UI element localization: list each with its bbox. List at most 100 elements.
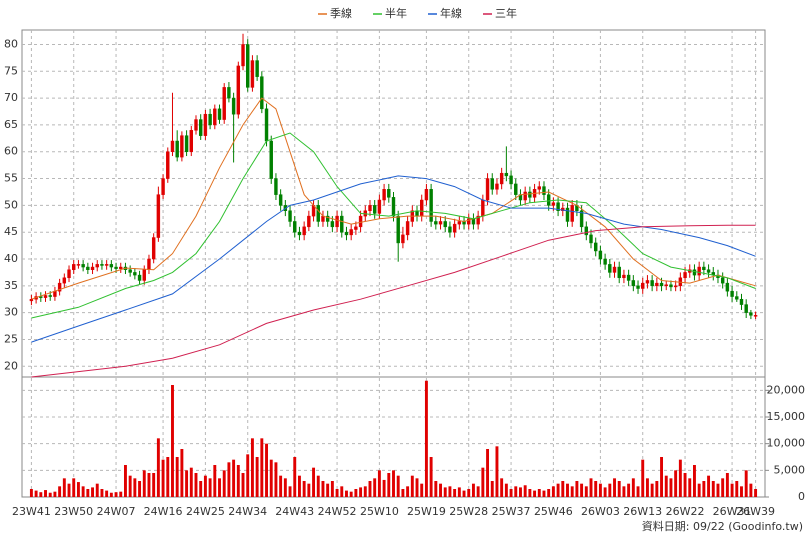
volume-bar	[721, 478, 725, 497]
volume-bar	[283, 478, 287, 497]
volume-bar	[387, 473, 391, 497]
candle-body	[443, 221, 447, 228]
candle-body	[231, 97, 236, 115]
volume-bar	[514, 486, 518, 497]
x-tick-label: 24W34	[228, 505, 267, 518]
candle-body	[189, 130, 193, 152]
y-tick-label: 45	[4, 225, 18, 238]
volume-bar	[401, 489, 405, 497]
candle-body	[697, 266, 701, 276]
volume-bar	[471, 483, 475, 497]
candle-body	[151, 237, 156, 260]
volume-bar	[500, 478, 504, 497]
volume-bar	[580, 483, 584, 497]
y-tick-label: 40	[4, 252, 18, 265]
candle-body	[481, 199, 485, 217]
volume-bar	[354, 489, 358, 497]
volume-bar	[641, 459, 645, 497]
volume-bar	[316, 475, 320, 497]
volume-bar	[410, 475, 414, 497]
candle-body	[396, 215, 400, 244]
volume-bar	[467, 489, 471, 497]
candle-body	[166, 151, 170, 179]
volume-bar	[95, 483, 99, 497]
volume-bar	[693, 465, 696, 497]
candle-body	[528, 191, 532, 198]
x-tick-label: 25W10	[360, 505, 399, 518]
volume-bar	[232, 459, 236, 497]
volume-bar	[631, 478, 635, 497]
volume-bar	[716, 483, 720, 497]
candle-body	[735, 296, 739, 300]
volume-bar	[424, 380, 428, 497]
volume-bar	[420, 483, 424, 497]
volume-bar	[725, 473, 729, 497]
candle-body	[297, 231, 302, 236]
candle-body	[739, 298, 744, 305]
volume-bar	[349, 491, 353, 497]
candle-body	[542, 186, 546, 195]
candle-body	[537, 186, 541, 190]
candle-body	[90, 266, 95, 270]
volume-bar	[288, 486, 292, 497]
candle-body	[29, 298, 34, 302]
candle-body	[551, 202, 556, 206]
candle-body	[612, 266, 617, 273]
candle-body	[184, 135, 189, 152]
volume-bar	[754, 489, 758, 497]
candle-body	[429, 189, 433, 222]
candle-body	[95, 264, 99, 268]
volume-bar	[227, 462, 231, 497]
volume-bar	[335, 489, 339, 497]
candle-body	[673, 285, 678, 288]
candle-body	[514, 183, 518, 195]
candle-body	[753, 315, 758, 317]
volume-bar	[570, 486, 574, 497]
volume-bar	[161, 459, 165, 497]
ma-line	[31, 175, 756, 343]
volume-bar	[561, 481, 565, 497]
candle-body	[81, 264, 85, 268]
volume-bar	[62, 478, 66, 497]
candle-body	[269, 140, 273, 179]
volume-bar	[542, 490, 546, 497]
volume-bar	[128, 475, 132, 497]
candle-body	[720, 277, 725, 284]
candle-body	[523, 191, 527, 201]
volume-bar	[142, 470, 146, 497]
candle-body	[147, 258, 151, 270]
volume-bar	[448, 486, 452, 497]
volume-bar	[660, 457, 664, 497]
legend-label: 半年	[385, 6, 407, 20]
candle-body	[203, 113, 208, 136]
candle-body	[669, 284, 673, 288]
volume-bar	[608, 483, 612, 497]
volume-bar	[265, 443, 268, 497]
candle-body	[579, 210, 584, 228]
volume-bar	[171, 385, 174, 497]
y2-tick-label: 0	[798, 490, 805, 503]
candle-body	[316, 205, 320, 222]
candle-body	[349, 229, 353, 236]
volume-bar	[100, 489, 104, 497]
volume-bar	[462, 490, 466, 497]
volume-bar	[622, 486, 626, 497]
volume-bar	[53, 491, 57, 497]
candle-body	[490, 178, 494, 190]
volume-bar	[702, 481, 706, 497]
volume-bar	[105, 490, 109, 497]
candle-body	[377, 199, 382, 214]
candle-body	[645, 280, 650, 284]
candle-body	[641, 282, 645, 289]
candle-body	[57, 282, 62, 292]
x-tick-label: 25W46	[534, 505, 573, 518]
volume-bar	[293, 457, 297, 497]
volume-bar	[707, 475, 711, 497]
candle-body	[603, 258, 607, 265]
volume-bar	[241, 473, 245, 497]
volume-bar	[683, 473, 687, 497]
candle-body	[626, 274, 631, 281]
candle-body	[260, 76, 264, 110]
x-tick-label: 26W03	[581, 505, 620, 518]
volume-bar	[415, 478, 419, 497]
